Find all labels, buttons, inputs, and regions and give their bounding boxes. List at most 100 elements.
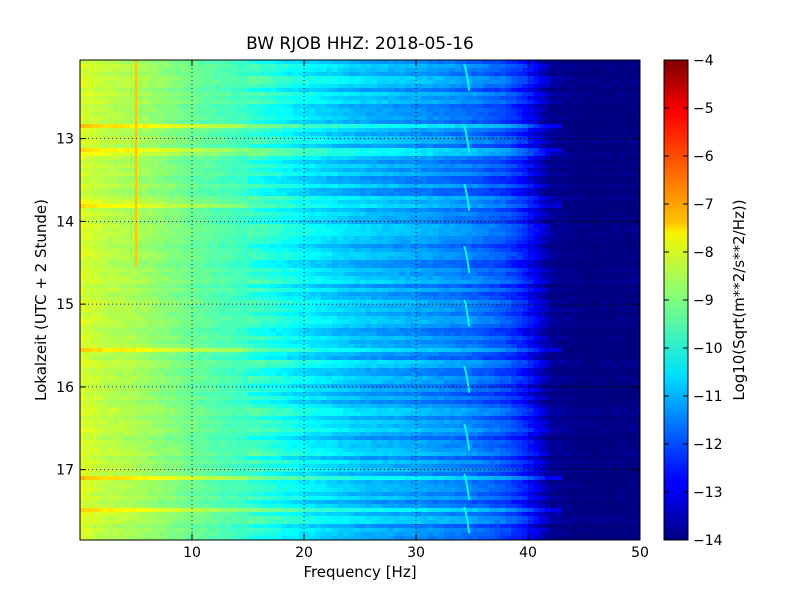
heatmap-cell bbox=[483, 232, 490, 237]
heatmap-cell bbox=[270, 188, 277, 193]
heatmap-cell bbox=[410, 76, 417, 81]
heatmap-cell bbox=[410, 240, 417, 245]
heatmap-cell bbox=[516, 68, 523, 73]
heatmap-cell bbox=[628, 108, 635, 113]
heatmap-cell bbox=[343, 208, 350, 213]
heatmap-cell bbox=[175, 164, 182, 169]
heatmap-cell bbox=[298, 236, 305, 241]
heatmap-cell bbox=[572, 164, 579, 169]
heatmap-cell bbox=[186, 232, 193, 237]
heatmap-cell bbox=[203, 140, 210, 145]
heatmap-cell bbox=[449, 208, 456, 213]
heatmap-cell bbox=[175, 112, 182, 117]
heatmap-cell bbox=[259, 172, 266, 177]
heatmap-cell bbox=[399, 244, 406, 249]
heatmap-cell bbox=[102, 128, 109, 133]
heatmap-cell bbox=[360, 144, 367, 149]
heatmap-cell bbox=[169, 128, 176, 133]
heatmap-cell bbox=[225, 156, 232, 161]
heatmap-cell bbox=[130, 140, 137, 145]
heatmap-cell bbox=[164, 156, 171, 161]
heatmap-cell bbox=[298, 192, 305, 197]
heatmap-cell bbox=[606, 132, 613, 137]
heatmap-cell bbox=[152, 140, 159, 145]
heatmap-cell bbox=[589, 184, 596, 189]
heatmap-cell bbox=[85, 112, 92, 117]
heatmap-cell bbox=[343, 136, 350, 141]
heatmap-cell bbox=[522, 180, 529, 185]
heatmap-cell bbox=[528, 196, 535, 201]
heatmap-cell bbox=[600, 188, 607, 193]
heatmap-cell bbox=[539, 92, 546, 97]
heatmap-cell bbox=[393, 80, 400, 85]
heatmap-cell bbox=[152, 92, 159, 97]
heatmap-cell bbox=[253, 220, 260, 225]
heatmap-cell bbox=[404, 60, 411, 65]
heatmap-cell bbox=[113, 132, 120, 137]
heatmap-cell bbox=[595, 96, 602, 101]
heatmap-cell bbox=[304, 220, 311, 225]
heatmap-cell bbox=[483, 60, 490, 65]
heatmap-cell bbox=[360, 180, 367, 185]
heatmap-cell bbox=[264, 180, 271, 185]
heatmap-cell bbox=[354, 144, 361, 149]
heatmap-cell bbox=[102, 236, 109, 241]
heatmap-cell bbox=[399, 168, 406, 173]
heatmap-cell bbox=[544, 224, 551, 229]
heatmap-cell bbox=[528, 208, 535, 213]
heatmap-cell bbox=[337, 68, 344, 73]
heatmap-cell bbox=[589, 180, 596, 185]
heatmap-cell bbox=[158, 160, 165, 165]
heatmap-cell bbox=[147, 136, 154, 141]
heatmap-cell bbox=[612, 152, 619, 157]
heatmap-cell bbox=[214, 232, 221, 237]
heatmap-cell bbox=[516, 144, 523, 149]
heatmap-cell bbox=[466, 60, 473, 65]
heatmap-cell bbox=[595, 236, 602, 241]
heatmap-cell bbox=[483, 148, 490, 153]
heatmap-cell bbox=[550, 164, 557, 169]
heatmap-cell bbox=[393, 160, 400, 165]
heatmap-cell bbox=[421, 92, 428, 97]
heatmap-cell bbox=[628, 84, 635, 89]
heatmap-cell bbox=[136, 88, 143, 93]
heatmap-cell bbox=[270, 248, 277, 253]
heatmap-cell bbox=[572, 208, 579, 213]
heatmap-cell bbox=[393, 204, 400, 209]
heatmap-cell bbox=[124, 196, 131, 201]
heatmap-cell bbox=[488, 180, 495, 185]
heatmap-cell bbox=[309, 256, 316, 261]
heatmap-cell bbox=[438, 104, 445, 109]
heatmap-cell bbox=[270, 92, 277, 97]
heatmap-cell bbox=[192, 132, 199, 137]
heatmap-cell bbox=[421, 60, 428, 65]
heatmap-cell bbox=[85, 104, 92, 109]
heatmap-cell bbox=[488, 188, 495, 193]
heatmap-cell bbox=[528, 156, 535, 161]
heatmap-cell bbox=[393, 116, 400, 121]
heatmap-cell bbox=[477, 100, 484, 105]
heatmap-cell bbox=[220, 236, 227, 241]
heatmap-cell bbox=[343, 132, 350, 137]
heatmap-cell bbox=[80, 80, 87, 85]
heatmap-cell bbox=[292, 124, 299, 129]
heatmap-cell bbox=[477, 200, 484, 205]
heatmap-cell bbox=[292, 120, 299, 125]
heatmap-cell bbox=[438, 244, 445, 249]
heatmap-cell bbox=[466, 192, 473, 197]
heatmap-cell bbox=[326, 196, 333, 201]
heatmap-cell bbox=[175, 148, 182, 153]
heatmap-cell bbox=[276, 176, 283, 181]
heatmap-cell bbox=[320, 112, 327, 117]
heatmap-cell bbox=[309, 92, 316, 97]
heatmap-cell bbox=[634, 204, 640, 209]
heatmap-cell bbox=[203, 60, 210, 65]
heatmap-cell bbox=[416, 236, 423, 241]
heatmap-cell bbox=[113, 100, 120, 105]
heatmap-cell bbox=[298, 160, 305, 165]
heatmap-cell bbox=[332, 152, 339, 157]
heatmap-cell bbox=[595, 180, 602, 185]
heatmap-cell bbox=[304, 176, 311, 181]
heatmap-cell bbox=[180, 104, 187, 109]
heatmap-cell bbox=[544, 172, 551, 177]
